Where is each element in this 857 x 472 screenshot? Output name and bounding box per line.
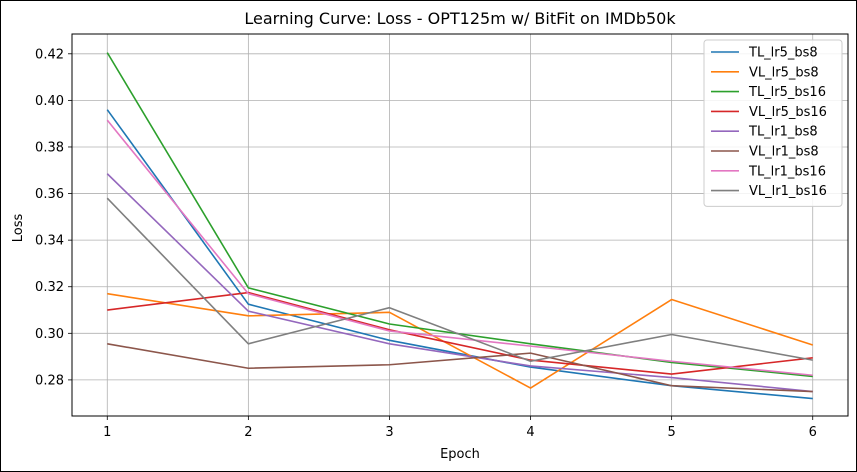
x-tick-label: 5 [667,425,675,440]
x-axis-ticks: 1 2 3 4 5 6 [103,416,817,440]
series-line-vl-lr1-bs8 [107,343,813,393]
y-axis-ticks: 0.28 0.30 0.32 0.34 0.36 0.38 0.40 0.42 [35,47,72,388]
x-tick-label: 2 [244,425,252,440]
series-line-tl-lr1-bs8 [106,173,813,393]
y-axis-label: Loss [11,214,26,243]
y-tick-label: 0.28 [35,373,64,388]
y-tick-label: 0.30 [35,327,64,342]
y-tick-label: 0.42 [35,47,64,62]
legend-label: VL_lr5_bs8 [749,65,819,80]
series-line-tl-lr5-bs8 [106,109,813,400]
legend-label: VL_lr5_bs16 [749,105,827,120]
series-line-tl-lr1-bs16 [106,119,813,377]
y-tick-label: 0.36 [35,187,64,202]
legend-label: VL_lr1_bs8 [749,145,819,160]
y-tick-label: 0.38 [35,140,64,155]
legend: TL_lr5_bs8 VL_lr5_bs8 TL_lr5_bs16 VL_lr5_bs… [703,39,843,207]
y-tick-label: 0.32 [35,280,64,295]
series-lines [106,52,813,400]
chart-title: Learning Curve: Loss - OPT125m w/ BitFit… [244,9,676,28]
legend-label: TL_lr1_bs8 [748,125,818,140]
legend-label: TL_lr5_bs16 [748,85,826,100]
x-tick-label: 6 [809,425,817,440]
legend-box [703,39,843,207]
x-tick-label: 4 [526,425,534,440]
legend-label: VL_lr1_bs16 [749,184,827,199]
x-axis-label: Epoch [440,447,480,462]
x-tick-label: 3 [385,425,393,440]
y-tick-label: 0.40 [35,94,64,109]
series-line-vl-lr5-bs8 [107,292,813,389]
series-line-vl-lr1-bs16 [106,197,813,363]
legend-label: TL_lr5_bs8 [748,46,818,61]
legend-label: TL_lr1_bs16 [748,164,826,179]
plot-area-border [71,33,849,417]
y-tick-label: 0.34 [35,234,64,249]
x-tick-label: 1 [103,425,111,440]
series-line-vl-lr5-bs16 [107,291,813,375]
